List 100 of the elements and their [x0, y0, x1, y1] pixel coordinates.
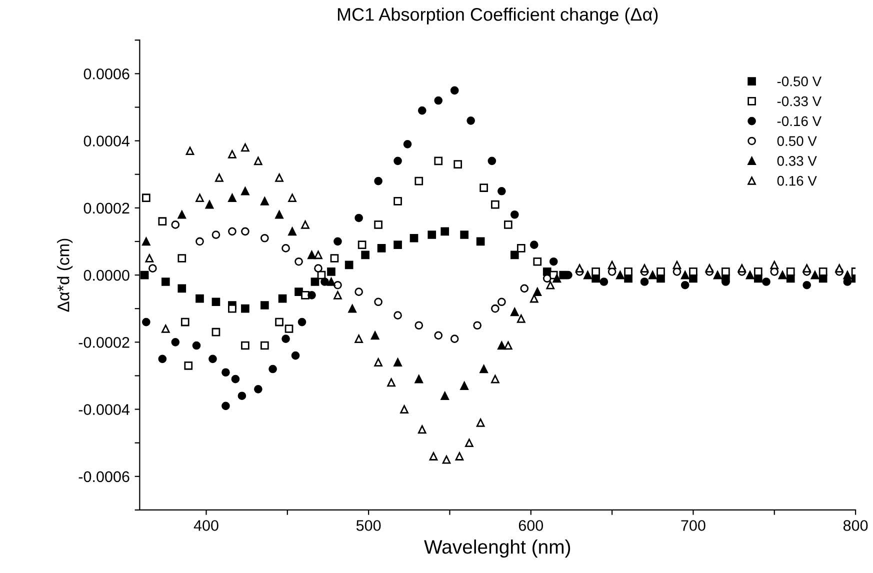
point — [314, 264, 322, 272]
point — [374, 220, 382, 229]
point — [205, 200, 214, 209]
point — [238, 392, 246, 400]
point — [186, 146, 194, 156]
y-tick-label: 0.0002 — [84, 202, 130, 214]
point — [600, 278, 608, 286]
point — [428, 230, 436, 239]
y-axis-title: Δα*d (cm) — [57, 238, 73, 312]
point — [656, 268, 665, 276]
point — [498, 341, 506, 350]
point — [358, 240, 366, 249]
point — [284, 324, 294, 333]
point — [142, 237, 150, 246]
point — [241, 341, 250, 350]
point — [260, 301, 269, 310]
point — [320, 278, 329, 286]
point — [288, 227, 296, 236]
point — [140, 270, 149, 280]
point — [354, 214, 363, 222]
point — [212, 328, 220, 336]
y-tick-label: 0.0000 — [84, 270, 130, 281]
point — [374, 298, 382, 306]
point — [533, 257, 542, 266]
point — [418, 106, 426, 115]
point — [314, 250, 322, 260]
point — [746, 270, 754, 280]
point — [491, 374, 500, 384]
point — [552, 274, 562, 283]
point — [533, 288, 542, 296]
point — [161, 278, 170, 286]
point — [504, 220, 512, 229]
point — [196, 294, 204, 303]
y-tick-label: -0.0006 — [78, 471, 130, 482]
point — [429, 452, 438, 460]
point — [575, 264, 584, 272]
point — [480, 184, 488, 192]
point — [374, 358, 382, 366]
point — [491, 304, 500, 313]
point — [460, 382, 468, 390]
point — [418, 425, 426, 434]
point — [450, 334, 459, 343]
point — [301, 220, 310, 229]
point — [738, 264, 746, 272]
point — [498, 298, 506, 306]
point — [762, 278, 770, 286]
point — [327, 278, 336, 286]
point — [178, 254, 186, 262]
point — [488, 156, 496, 166]
x-axis-title: Wavelenght (nm) — [424, 539, 570, 558]
point — [672, 260, 682, 270]
point — [516, 244, 526, 252]
point — [298, 318, 306, 326]
point — [254, 384, 262, 394]
point — [196, 237, 204, 246]
point — [334, 280, 342, 290]
point — [354, 334, 363, 343]
point — [310, 278, 320, 286]
point — [465, 438, 474, 448]
point — [455, 452, 464, 460]
point — [454, 160, 462, 168]
y-tick-label: 0.0004 — [84, 136, 130, 146]
point — [275, 174, 284, 182]
point — [377, 244, 386, 252]
point — [222, 368, 230, 377]
point — [282, 334, 290, 343]
point — [434, 96, 443, 105]
x-tick-label: 800 — [843, 520, 868, 531]
point — [268, 364, 277, 374]
point — [705, 264, 714, 272]
point — [770, 260, 779, 270]
point — [414, 374, 424, 384]
point — [158, 217, 167, 226]
point — [778, 270, 787, 280]
point — [754, 268, 762, 276]
point — [228, 227, 236, 236]
point — [450, 86, 459, 95]
point — [330, 254, 339, 262]
x-tick-label: 500 — [356, 520, 381, 531]
point — [288, 194, 296, 202]
point — [278, 294, 287, 303]
point — [491, 200, 500, 209]
point — [442, 455, 451, 464]
point — [394, 156, 402, 166]
point — [843, 270, 852, 280]
point — [510, 250, 519, 260]
point — [241, 227, 250, 236]
point — [440, 227, 450, 236]
point — [171, 220, 180, 229]
point — [546, 280, 555, 290]
x-tick-label: 700 — [681, 520, 706, 531]
point — [648, 270, 657, 280]
point — [334, 237, 342, 246]
point — [241, 304, 250, 313]
point — [530, 240, 538, 249]
point — [818, 268, 828, 276]
point — [835, 264, 844, 272]
point — [414, 176, 424, 186]
point — [520, 284, 529, 293]
legend-label: 0.33 V — [777, 156, 817, 166]
